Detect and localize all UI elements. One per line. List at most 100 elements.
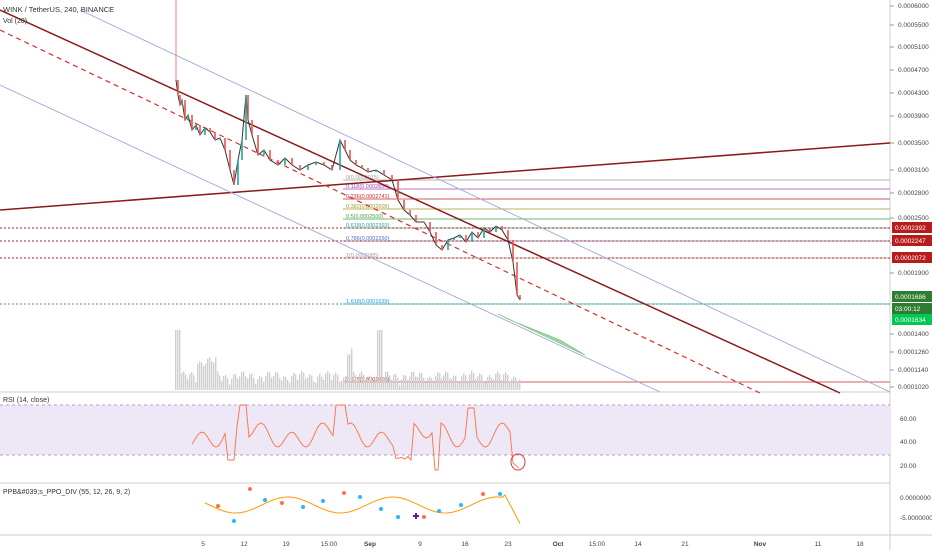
price-candle xyxy=(409,210,411,215)
volume-bar xyxy=(467,380,469,390)
price-tick-label: 0.0002800 xyxy=(898,190,929,197)
volume-bar xyxy=(483,381,485,390)
price-candle xyxy=(247,95,249,120)
volume-bar xyxy=(309,374,311,390)
volume-bar xyxy=(321,376,323,390)
ppo-signal-dot xyxy=(263,498,267,502)
price-candle xyxy=(284,158,286,165)
price-candle xyxy=(277,160,279,165)
volume-bar xyxy=(379,330,381,390)
volume-bar xyxy=(277,372,279,390)
price-candle xyxy=(331,165,333,170)
volume-bar xyxy=(477,376,479,390)
volume-bar xyxy=(275,372,277,390)
fib-level-label: 1(0.0002085) xyxy=(346,253,379,259)
volume-bar xyxy=(349,354,351,390)
volume-bar xyxy=(411,371,413,390)
volume-bar xyxy=(331,379,333,390)
volume-bar xyxy=(395,373,397,390)
ppo-signal-dot xyxy=(232,519,236,523)
price-tick-label: 0.0001140 xyxy=(898,367,929,374)
price-tick-label: 0.0005100 xyxy=(898,44,929,51)
price-tick-label: 0.0001020 xyxy=(898,384,929,391)
volume-bar xyxy=(485,382,487,390)
ppo-signal-dot xyxy=(481,492,485,496)
ppo-signal-dot xyxy=(396,515,400,519)
volume-bar xyxy=(297,379,299,390)
price-candle xyxy=(383,170,385,175)
price-candle xyxy=(229,150,231,170)
volume-bar xyxy=(447,372,449,390)
ppo-tick-label: -5.0000000 xyxy=(900,515,932,522)
price-candle xyxy=(191,115,193,130)
volume-bar xyxy=(361,371,363,390)
price-candle xyxy=(209,128,211,132)
volume-bar xyxy=(233,374,235,390)
volume-bar xyxy=(329,373,331,390)
price-candle xyxy=(507,230,509,240)
volume-bar xyxy=(291,375,293,390)
volume-bar xyxy=(255,383,257,390)
volume-bar xyxy=(495,373,497,390)
volume-bar xyxy=(185,374,187,390)
volume-bar xyxy=(475,378,477,390)
volume-bar xyxy=(459,383,461,390)
price-tag-label: 0.0002392 xyxy=(895,225,926,232)
price-candle xyxy=(269,150,271,160)
volume-bar xyxy=(177,330,179,390)
volume-bar xyxy=(317,376,319,390)
fib-level-label: 0.618(0.0002393) xyxy=(346,223,390,229)
volume-label: Vol (20) xyxy=(3,18,28,25)
price-candle xyxy=(181,100,183,105)
price-candle xyxy=(291,158,293,165)
volume-bar xyxy=(419,372,421,390)
price-tag-bg xyxy=(892,314,932,325)
price-candle xyxy=(257,135,259,155)
volume-bar xyxy=(181,373,183,390)
volume-bar xyxy=(247,378,249,390)
volume-bar xyxy=(253,378,255,390)
volume-bar xyxy=(481,375,483,390)
volume-bar xyxy=(199,361,201,390)
price-candle xyxy=(299,165,301,170)
volume-bar xyxy=(473,372,475,390)
ppo-signal-dot xyxy=(280,501,284,505)
time-tick-label: 11 xyxy=(815,541,822,548)
ppo-signal-dot xyxy=(459,503,463,507)
volume-bar xyxy=(353,371,355,390)
volume-bar xyxy=(315,382,317,390)
price-candle xyxy=(441,245,443,250)
volume-bar xyxy=(453,375,455,390)
volume-bar xyxy=(455,376,457,390)
volume-bar xyxy=(503,374,505,390)
volume-bar xyxy=(223,375,225,390)
volume-bar xyxy=(375,379,377,390)
volume-bar xyxy=(241,371,243,390)
volume-bar xyxy=(311,375,313,390)
volume-bar xyxy=(327,371,329,390)
time-tick-label: 23 xyxy=(504,541,512,548)
volume-bar xyxy=(179,330,181,390)
price-candle xyxy=(179,95,181,105)
price-tag-bg xyxy=(892,235,932,246)
volume-bar xyxy=(217,371,219,390)
price-candle xyxy=(447,240,449,250)
volume-bar xyxy=(391,379,393,390)
volume-bar xyxy=(399,385,401,390)
volume-bar xyxy=(319,374,321,390)
volume-bar xyxy=(413,371,415,390)
volume-bar xyxy=(237,378,239,390)
volume-bar xyxy=(513,376,515,390)
volume-bar xyxy=(239,376,241,390)
volume-bar xyxy=(417,377,419,390)
price-candle xyxy=(184,100,186,120)
price-candle xyxy=(435,232,437,245)
volume-bar xyxy=(465,375,467,390)
ppo-tick-label: 0.0000000 xyxy=(900,495,931,502)
volume-bar xyxy=(441,378,443,390)
volume-bar xyxy=(249,373,251,390)
price-tick-label: 0.0003500 xyxy=(898,140,929,147)
volume-bar xyxy=(187,379,189,390)
